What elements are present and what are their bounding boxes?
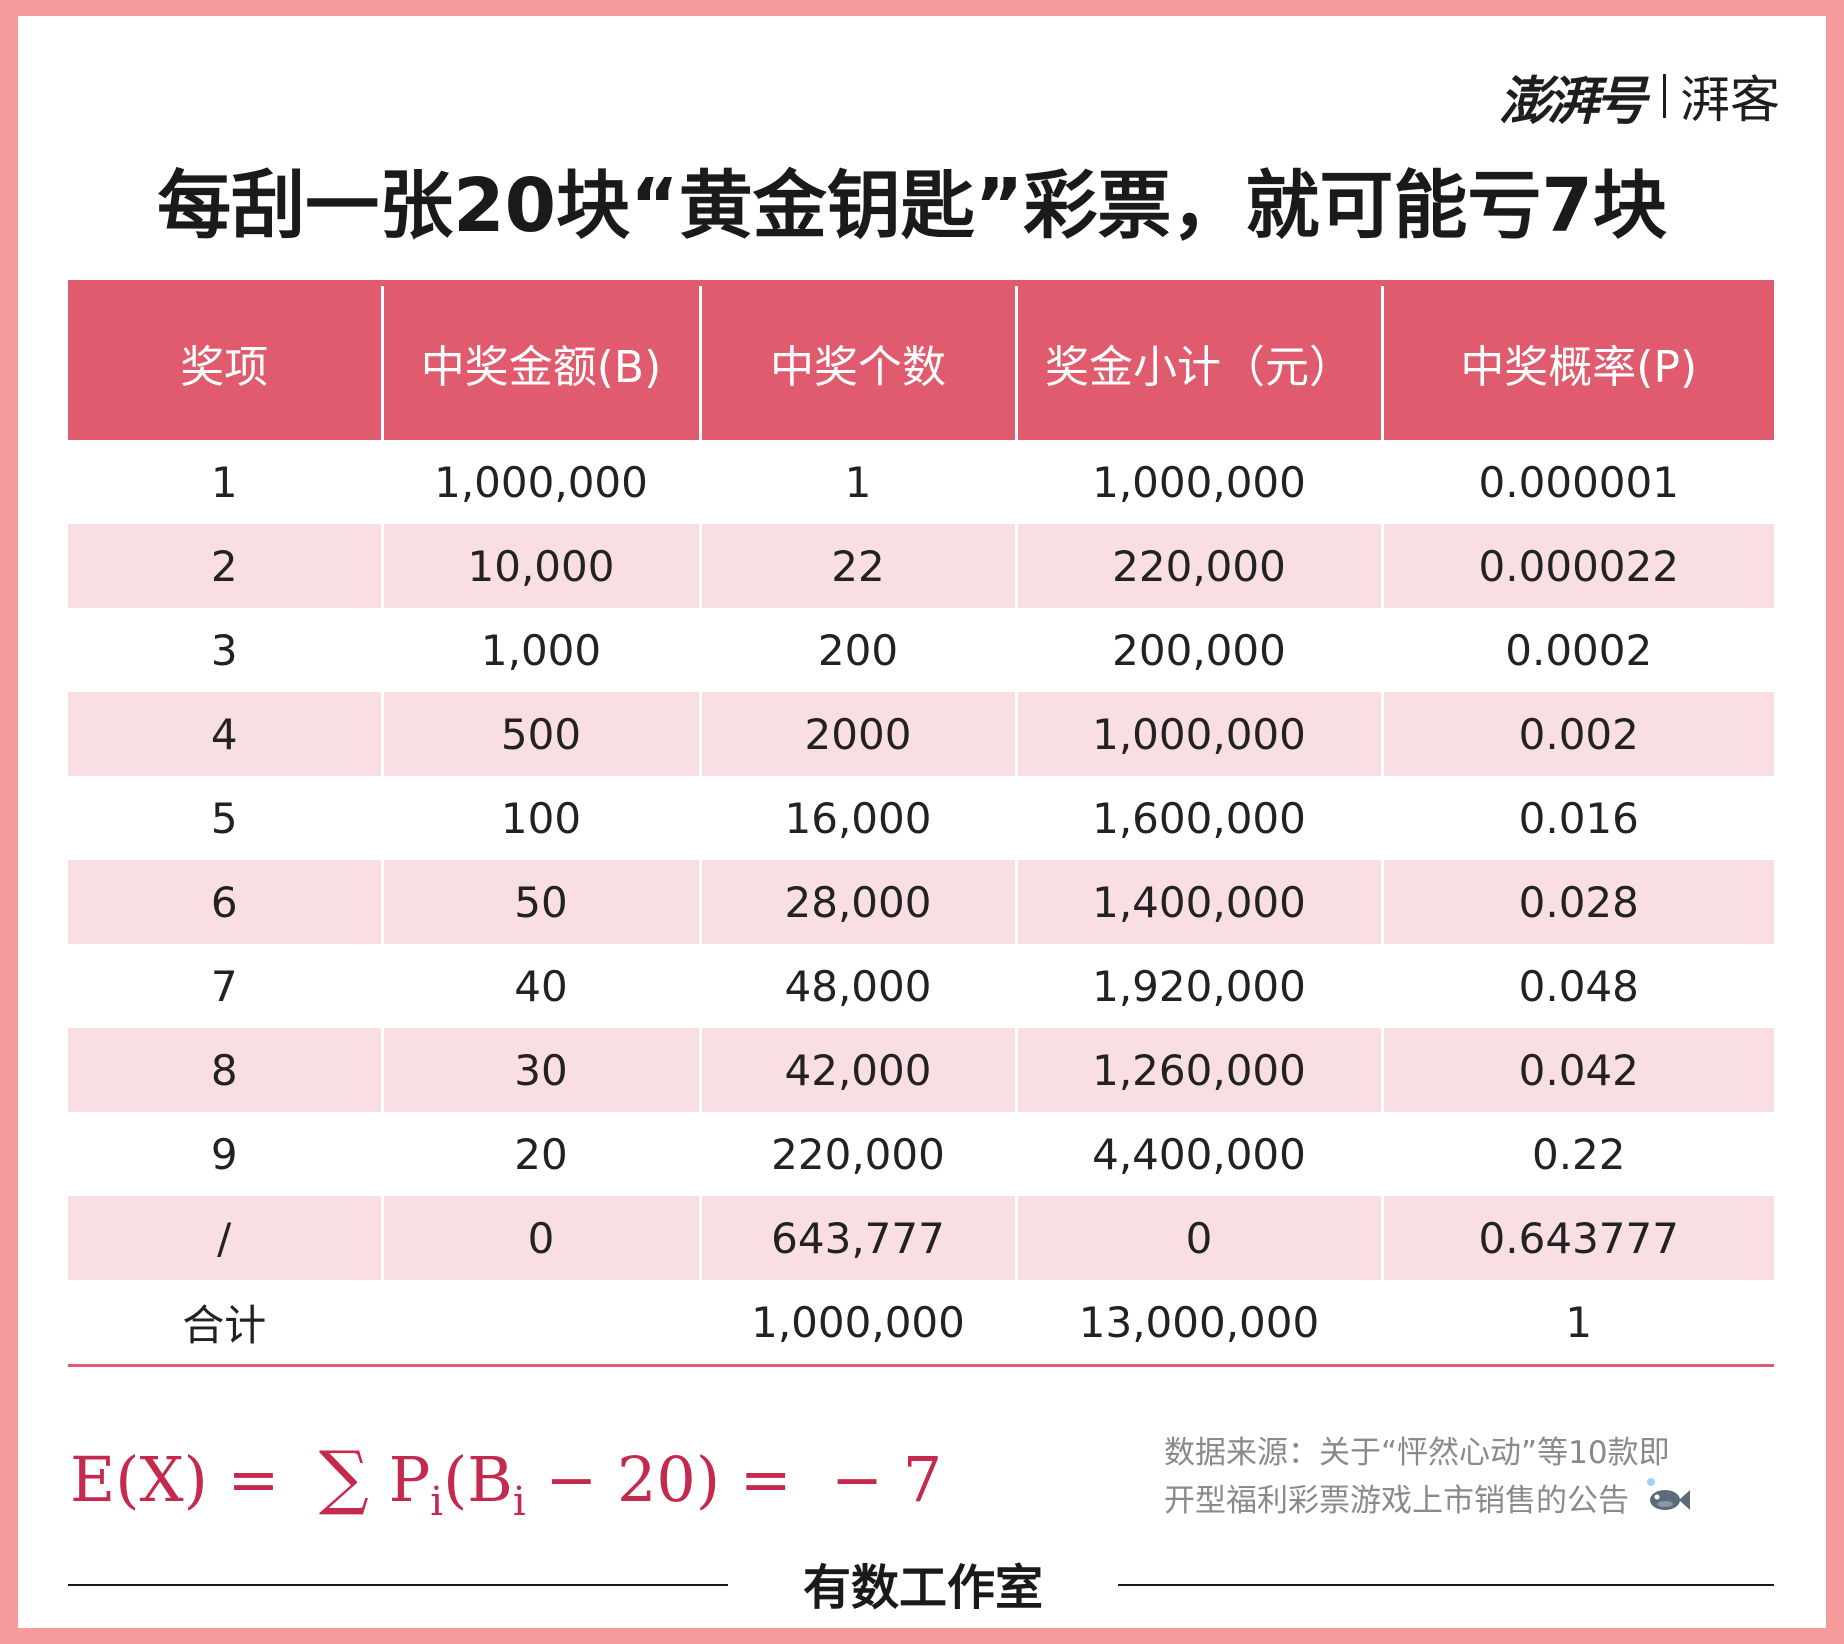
source-line-2: 开型福利彩票游戏上市销售的公告 [1164,1476,1776,1529]
cell-amount: 10,000 [380,524,702,608]
cell-count: 643,777 [698,1196,1018,1280]
formula-open: (B [443,1443,513,1516]
cell-amount: 1,000 [380,608,702,692]
table-total-row: 合计 1,000,000 13,000,000 1 [68,1280,1774,1364]
table-row: 7 40 48,000 1,920,000 0.048 [68,944,1774,1028]
table-row: 1 1,000,000 1 1,000,000 0.000001 [68,440,1774,524]
cell-subtotal: 1,400,000 [1014,860,1384,944]
cell-amount: 50 [380,860,702,944]
header-prize-amount: 中奖金额(B) [380,286,702,440]
table-row: 2 10,000 22 220,000 0.000022 [68,524,1774,608]
cell-subtotal: 0 [1014,1196,1384,1280]
cell-level: 3 [68,608,384,692]
cell-level: 7 [68,944,384,1028]
cell-subtotal: 1,600,000 [1014,776,1384,860]
cell-probability: 0.000022 [1380,524,1774,608]
cell-amount: 0 [380,1196,702,1280]
cell-level: 1 [68,440,384,524]
footer-divider-right [1118,1584,1774,1586]
cell-subtotal: 1,000,000 [1014,440,1384,524]
header-winner-count: 中奖个数 [698,286,1018,440]
prize-table-container: 奖项 中奖金额(B) 中奖个数 奖金小计（元） 中奖概率(P) 1 1,000,… [68,280,1774,1367]
source-line-1: 数据来源：关于“怦然心动”等10款即 [1164,1435,1670,1471]
cell-count: 42,000 [698,1028,1018,1112]
cell-subtotal: 1,920,000 [1014,944,1384,1028]
footer-divider-left [68,1584,728,1586]
brand-separator [1663,74,1666,118]
table-row: 8 30 42,000 1,260,000 0.042 [68,1028,1774,1112]
cell-probability: 0.0002 [1380,608,1774,692]
cell-probability: 0.048 [1380,944,1774,1028]
cell-level: 合计 [68,1280,384,1364]
table-row: 3 1,000 200 200,000 0.0002 [68,608,1774,692]
table-row: 4 500 2000 1,000,000 0.002 [68,692,1774,776]
cell-level: 8 [68,1028,384,1112]
cell-count: 16,000 [698,776,1018,860]
header-probability: 中奖概率(P) [1380,286,1774,440]
prize-table: 奖项 中奖金额(B) 中奖个数 奖金小计（元） 中奖概率(P) 1 1,000,… [68,286,1774,1364]
cell-count: 1 [698,440,1018,524]
cell-probability: 0.000001 [1380,440,1774,524]
header-subtotal: 奖金小计（元） [1014,286,1384,440]
cell-subtotal: 13,000,000 [1014,1280,1384,1364]
cell-amount: 40 [380,944,702,1028]
cell-probability: 0.22 [1380,1112,1774,1196]
brand-logo: 澎湃号 湃客 [1499,56,1780,136]
cell-level: 4 [68,692,384,776]
cell-probability: 1 [1380,1280,1774,1364]
cell-count: 48,000 [698,944,1018,1028]
cell-subtotal: 1,000,000 [1014,692,1384,776]
cell-level: 2 [68,524,384,608]
cell-amount: 1,000,000 [380,440,702,524]
formula-subscript-p: i [430,1479,444,1525]
cell-probability: 0.002 [1380,692,1774,776]
cell-subtotal: 220,000 [1014,524,1384,608]
infographic-card: 澎湃号 湃客 每刮一张20块“黄金钥匙”彩票，就可能亏7块 奖项 中奖金额(B)… [18,16,1826,1628]
cell-count: 2000 [698,692,1018,776]
table-header-row: 奖项 中奖金额(B) 中奖个数 奖金小计（元） 中奖概率(P) [68,286,1774,440]
cell-count: 1,000,000 [698,1280,1018,1364]
cell-count: 28,000 [698,860,1018,944]
cell-subtotal: 4,400,000 [1014,1112,1384,1196]
cell-amount: 100 [380,776,702,860]
formula-subscript-b: i [512,1479,526,1525]
formula-lhs: E(X) = [70,1443,319,1516]
cell-level: / [68,1196,384,1280]
table-row: / 0 643,777 0 0.643777 [68,1196,1774,1280]
cell-amount: 500 [380,692,702,776]
brand-subname: 湃客 [1680,71,1780,129]
table-row: 5 100 16,000 1,600,000 0.016 [68,776,1774,860]
table-row: 6 50 28,000 1,400,000 0.028 [68,860,1774,944]
formula-sigma: ∑ [318,1436,369,1518]
cell-count: 220,000 [698,1112,1018,1196]
brand-name: 澎湃号 [1498,71,1647,132]
cell-subtotal: 1,260,000 [1014,1028,1384,1112]
cell-count: 200 [698,608,1018,692]
cell-level: 5 [68,776,384,860]
source-line-2-text: 开型福利彩票游戏上市销售的公告 [1164,1483,1629,1519]
data-source-note: 数据来源：关于“怦然心动”等10款即 开型福利彩票游戏上市销售的公告 [1164,1430,1776,1529]
fish-icon [1643,1476,1691,1529]
table-row: 9 20 220,000 4,400,000 0.22 [68,1112,1774,1196]
formula-p: P [388,1443,431,1516]
cell-probability: 0.643777 [1380,1196,1774,1280]
cell-probability: 0.028 [1380,860,1774,944]
cell-probability: 0.042 [1380,1028,1774,1112]
table-top-rule [68,280,1774,286]
page-title: 每刮一张20块“黄金钥匙”彩票，就可能亏7块 [157,163,1667,249]
header-prize-level: 奖项 [68,286,384,440]
cell-amount: 20 [380,1112,702,1196]
table-bottom-rule [68,1364,1774,1367]
cell-amount [380,1280,702,1364]
cell-count: 22 [698,524,1018,608]
cell-amount: 30 [380,1028,702,1112]
footer-studio-name: 有数工作室 [802,1560,1043,1616]
formula-rest: − 20) = − 7 [525,1443,943,1516]
cell-level: 6 [68,860,384,944]
cell-level: 9 [68,1112,384,1196]
expected-value-formula: E(X) = ∑ Pi(Bi − 20) = − 7 [70,1436,942,1525]
cell-subtotal: 200,000 [1014,608,1384,692]
cell-probability: 0.016 [1380,776,1774,860]
